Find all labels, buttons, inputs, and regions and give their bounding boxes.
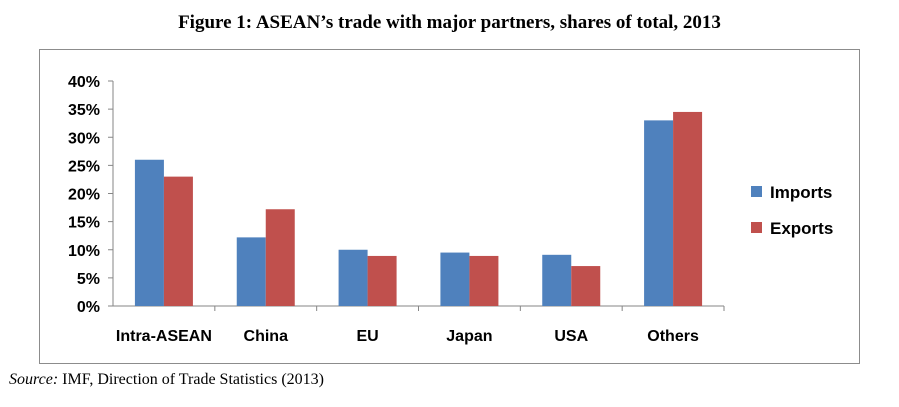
legend-swatch-exports <box>751 222 762 233</box>
y-tick-label: 20% <box>68 187 100 204</box>
legend: Imports Exports <box>751 183 833 238</box>
legend-swatch-imports <box>751 186 762 197</box>
bar-exports-eu <box>367 255 397 306</box>
y-tick-label: 40% <box>68 74 100 91</box>
axes <box>108 80 725 311</box>
source-label: Source: <box>9 371 59 388</box>
bar-exports-japan <box>469 255 499 306</box>
x-category-label: China <box>244 328 289 345</box>
bar-imports-china <box>236 237 266 306</box>
axis-labels: 0% 5% 10% 15% 20% 25% 30% 35% 40% Intra-ASEAN Chin… <box>68 74 699 345</box>
bar-exports-usa <box>571 266 601 306</box>
y-tick-label: 10% <box>68 243 100 260</box>
bar-imports-usa <box>542 254 572 306</box>
bar-imports-intra-asean <box>134 159 164 306</box>
legend-label-imports: Imports <box>770 183 832 202</box>
y-tick-label: 5% <box>77 271 100 288</box>
bar-exports-intra-asean <box>163 176 193 306</box>
x-category-label: USA <box>554 328 588 345</box>
x-category-label: Japan <box>446 328 492 345</box>
bar-imports-japan <box>440 252 470 306</box>
y-tick-label: 15% <box>68 215 100 232</box>
source-text: IMF, Direction of Trade Statistics (2013… <box>58 371 324 388</box>
y-tick-label: 25% <box>68 158 100 175</box>
x-category-label: Others <box>647 328 699 345</box>
chart-frame <box>39 49 860 364</box>
legend-label-exports: Exports <box>770 219 833 238</box>
bar-exports-china <box>265 209 295 306</box>
source-note: Source: IMF, Direction of Trade Statisti… <box>9 371 324 389</box>
y-tick-label: 0% <box>77 299 100 316</box>
figure-title: Figure 1: ASEAN’s trade with major partn… <box>178 12 721 33</box>
bar-exports-others <box>673 111 703 306</box>
y-tick-label: 30% <box>68 130 100 147</box>
bar-imports-eu <box>338 249 368 306</box>
y-tick-label: 35% <box>68 102 100 119</box>
bar-imports-others <box>644 120 674 306</box>
bars <box>134 111 703 306</box>
x-category-label: Intra-ASEAN <box>116 328 212 345</box>
x-category-label: EU <box>356 328 378 345</box>
